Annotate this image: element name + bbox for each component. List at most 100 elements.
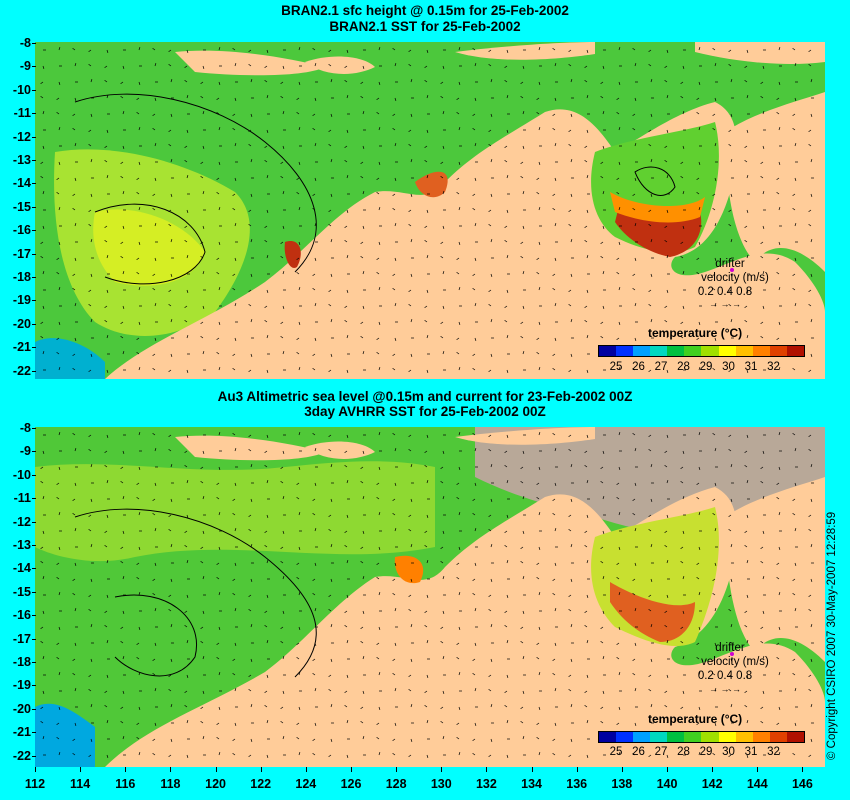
bottom-colorbar-label: 30 [722,746,735,758]
x-tick-label: 134 [521,777,542,791]
new-guinea-landmass [695,42,825,64]
x-tick-label: 146 [791,777,813,791]
top-colorbar-swatch [769,346,787,356]
bottom-colorbar-swatch [752,732,770,742]
bottom-y-tick-label: -10 [12,467,31,482]
top-y-tick [32,206,36,208]
x-tick [441,767,443,772]
bottom-y-tick [32,755,36,757]
bottom-panel-title-line2: 3day AVHRR SST for 25-Feb-2002 00Z [304,404,546,419]
bottom-y-tick [32,615,36,617]
bottom-velocity-label: velocity (m/s) [701,656,769,668]
top-y-tick-label: -22 [12,363,31,378]
top-y-tick [32,277,36,278]
top-y-tick [32,136,36,138]
bottom-y-tick [32,428,36,429]
x-tick-label: 136 [566,777,588,791]
x-tick [35,767,36,772]
top-y-tick [32,160,36,161]
top-y-tick [32,43,36,44]
top-y-tick [32,370,36,372]
contour-line [94,203,206,285]
top-y-tick-label: -13 [12,153,31,167]
x-tick-label: 120 [205,777,226,791]
bottom-colorbar-label: 26 [632,746,645,758]
x-tick [531,767,533,772]
bottom-colorbar-label: 32 [767,746,780,758]
bottom-colorbar-swatch [667,732,685,742]
warm-water-patch [394,555,424,584]
x-tick [667,767,668,772]
bottom-colorbar-label: 31 [744,746,758,758]
x-tick [305,767,307,772]
bottom-y-tick [32,708,36,710]
x-tick [260,767,262,772]
top-colorbar-swatch [667,346,685,356]
bottom-velocity-values: 0.2 0.4 0.8 [697,670,753,682]
top-colorbar-label: 27 [654,361,668,373]
x-tick-label: 130 [430,777,452,791]
x-tick-label: 126 [340,777,362,791]
top-y-tick [32,230,36,232]
x-tick [351,767,352,772]
top-panel-title-line1: BRAN2.1 sfc height @ 0.15m for 25-Feb-20… [281,3,569,18]
cool-water-patch [35,338,105,379]
top-colorbar-swatch [718,346,736,356]
drifter-marker-icon [730,268,734,272]
bottom-y-tick-label: -18 [12,655,31,669]
top-colorbar-swatch [752,346,770,356]
top-y-tick-label: -11 [13,106,31,121]
x-tick-label: 132 [475,777,497,791]
top-colorbar-swatch [701,346,719,356]
x-tick-label: 144 [746,777,768,791]
bottom-colorbar-swatch [735,732,753,742]
drifter-marker-icon [730,652,734,656]
top-colorbar-swatch [684,346,702,356]
x-tick [396,767,398,772]
warm-water-patch [284,241,301,268]
contour-line [74,93,317,273]
bottom-drifter-label: drifter [715,642,745,654]
bottom-y-tick [32,685,36,687]
top-velocity-values: 0.2 0.4 0.8 [697,286,753,298]
bottom-y-tick-label: -12 [12,514,31,529]
top-colorbar-label: 25 [609,361,623,373]
warm-water-patch [35,461,435,562]
contour-line [634,166,676,196]
cape-york-landmass [725,477,825,662]
top-y-tick [32,300,36,302]
x-tick [712,767,714,772]
top-current-vectors [40,47,814,373]
bottom-colorbar-swatch [718,732,736,742]
bottom-colorbar-swatch [786,732,804,742]
top-colorbar-swatch [599,346,617,356]
bottom-colorbar-label: 27 [654,746,668,758]
bottom-panel-title-line1: Au3 Altimetric sea level @0.15m and curr… [217,389,633,404]
bottom-colorbar-swatch [650,732,668,742]
bottom-y-tick-label: -17 [12,631,31,646]
bottom-y-tick [32,521,36,523]
bottom-y-tick-label: -8 [19,421,31,435]
warm-water-patch [610,192,705,223]
bottom-y-tick-label: -22 [12,748,31,763]
top-y-tick [32,89,36,91]
top-velocity-arrows: → → → [708,299,741,309]
top-y-tick-label: -19 [12,293,31,308]
bottom-colorbar-swatch [701,732,719,742]
top-velocity-label: velocity (m/s) [701,272,769,284]
top-colorbar-swatch [735,346,753,356]
top-colorbar-label: 29 [699,361,713,373]
x-tick-label: 122 [250,777,272,791]
x-tick-label: 138 [611,777,633,791]
bottom-colorbar-swatch [769,732,787,742]
x-tick [170,767,172,772]
bottom-y-tick-label: -13 [12,538,31,552]
copyright-notice: © Copyright CSIRO 2007 30-May-2007 12:28… [826,511,838,760]
top-colorbar-labels: 25 26 27 28 29 30 31 32 [598,361,803,375]
top-y-tick [32,66,36,68]
top-y-tick [32,347,36,349]
cool-water-patch [35,703,95,767]
bottom-colorbar-swatch [684,732,702,742]
bottom-sst-map [35,427,825,767]
top-colorbar-swatch [633,346,651,356]
